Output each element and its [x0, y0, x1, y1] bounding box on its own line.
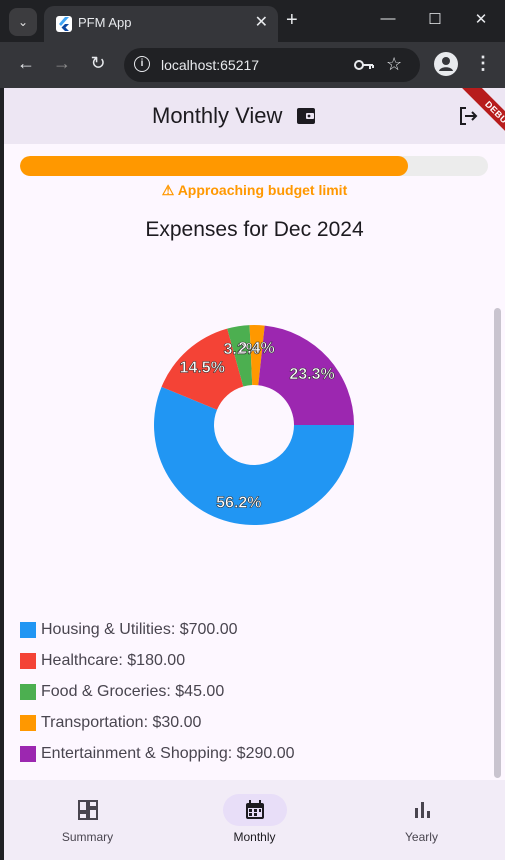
nav-label-summary: Summary: [4, 830, 171, 844]
back-icon[interactable]: ←: [14, 53, 38, 74]
browser-titlebar: ⌄ PFM App ✕ + — ☐ ✕: [0, 0, 505, 42]
logout-icon[interactable]: [457, 105, 479, 127]
nav-summary[interactable]: Summary: [4, 780, 171, 860]
nav-label-yearly: Yearly: [338, 830, 505, 844]
scrollbar[interactable]: [494, 308, 501, 778]
slice-label: 14.5%: [180, 360, 225, 377]
browser-toolbar: ← → ↻ i localhost:65217 ☆ ⋮: [0, 42, 505, 88]
warning-icon: ⚠: [162, 182, 175, 198]
tab-title: PFM App: [78, 15, 131, 30]
tab-list-icon[interactable]: ⌄: [9, 8, 37, 36]
close-icon[interactable]: ✕: [255, 12, 268, 32]
app-screen: Monthly View DEBUG ⚠ Approaching budget …: [4, 88, 505, 860]
slice-label: 23.3%: [289, 366, 334, 383]
legend-label: Transportation: $30.00: [41, 714, 201, 732]
key-icon[interactable]: [354, 58, 374, 72]
expenses-donut-chart: 56.2%14.5%3.2%2.4%23.3%: [4, 298, 505, 558]
flutter-favicon-icon: [56, 16, 72, 32]
address-bar[interactable]: i localhost:65217 ☆: [124, 48, 420, 82]
chart-legend: Housing & Utilities: $700.00 Healthcare: …: [20, 614, 295, 769]
window-close-icon[interactable]: ✕: [471, 10, 491, 28]
browser-tab[interactable]: PFM App ✕: [44, 6, 278, 42]
legend-item: Healthcare: $180.00: [20, 645, 295, 676]
budget-progress-bar: [20, 156, 488, 176]
legend-swatch: [20, 715, 36, 731]
profile-icon[interactable]: [434, 52, 458, 76]
nav-yearly[interactable]: Yearly: [338, 780, 505, 860]
menu-icon[interactable]: ⋮: [474, 53, 492, 74]
minimize-icon[interactable]: —: [378, 10, 398, 27]
calendar-icon: [244, 799, 266, 821]
forward-icon[interactable]: →: [50, 53, 74, 74]
nav-label-monthly: Monthly: [171, 830, 338, 844]
bar-chart-icon: [411, 799, 433, 821]
legend-swatch: [20, 746, 36, 762]
legend-swatch: [20, 653, 36, 669]
warning-text: Approaching budget limit: [178, 182, 348, 198]
url-text[interactable]: localhost:65217: [161, 57, 259, 73]
maximize-icon[interactable]: ☐: [425, 10, 445, 28]
legend-swatch: [20, 684, 36, 700]
legend-item: Housing & Utilities: $700.00: [20, 614, 295, 645]
app-bar: Monthly View DEBUG: [4, 88, 505, 144]
page-title: Monthly View: [152, 103, 282, 129]
legend-label: Housing & Utilities: $700.00: [41, 621, 238, 639]
legend-item: Food & Groceries: $45.00: [20, 676, 295, 707]
legend-label: Healthcare: $180.00: [41, 652, 185, 670]
reload-icon[interactable]: ↻: [86, 53, 110, 74]
legend-item: Transportation: $30.00: [20, 707, 295, 738]
new-tab-icon[interactable]: +: [286, 9, 298, 31]
nav-monthly[interactable]: Monthly: [171, 780, 338, 860]
legend-label: Food & Groceries: $45.00: [41, 683, 224, 701]
legend-label: Entertainment & Shopping: $290.00: [41, 745, 295, 763]
budget-warning: ⚠ Approaching budget limit: [4, 182, 505, 199]
legend-swatch: [20, 622, 36, 638]
slice-label: 56.2%: [216, 495, 261, 512]
slice-label: 2.4%: [238, 340, 274, 357]
bottom-navigation: Summary Monthly Yearly: [4, 780, 505, 860]
wallet-icon: [296, 107, 316, 125]
site-info-icon[interactable]: i: [134, 56, 150, 72]
legend-item: Entertainment & Shopping: $290.00: [20, 738, 295, 769]
star-icon[interactable]: ☆: [386, 54, 402, 75]
budget-progress-fill: [20, 156, 408, 176]
chart-title: Expenses for Dec 2024: [4, 218, 505, 242]
dashboard-icon: [77, 799, 99, 821]
